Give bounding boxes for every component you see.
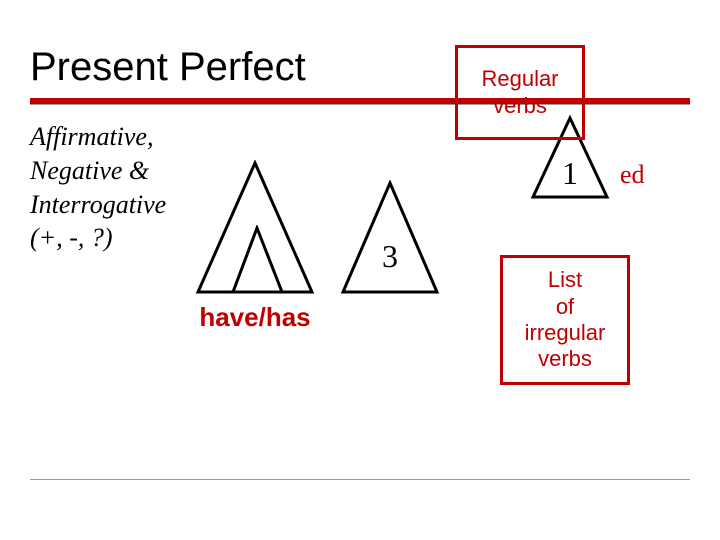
box-line: of [503, 294, 627, 320]
ed-label: ed [620, 160, 645, 190]
have-has-label: have/has [190, 303, 320, 332]
box-irregular-verbs: List of irregular verbs [500, 255, 630, 385]
title-underline-thin [30, 104, 690, 105]
subtitle-line: Interrogative [30, 188, 166, 222]
box-regular-verbs: Regular verbs [455, 45, 585, 140]
triangle-top-right-label: 1 [530, 155, 610, 192]
box-line: verbs [503, 346, 627, 372]
subtitle-line: (+, -, ?) [30, 221, 166, 255]
subtitle-block: Affirmative, Negative & Interrogative (+… [30, 120, 166, 255]
box-line: irregular [503, 320, 627, 346]
box-line: verbs [458, 93, 582, 119]
triangle-inner-small [230, 225, 285, 295]
subtitle-line: Affirmative, [30, 120, 166, 154]
footer-rule [30, 479, 690, 480]
triangle-mid-label: 3 [340, 238, 440, 275]
box-line: List [503, 267, 627, 293]
page-title: Present Perfect [30, 45, 306, 90]
box-line: Regular [458, 66, 582, 92]
subtitle-line: Negative & [30, 154, 166, 188]
